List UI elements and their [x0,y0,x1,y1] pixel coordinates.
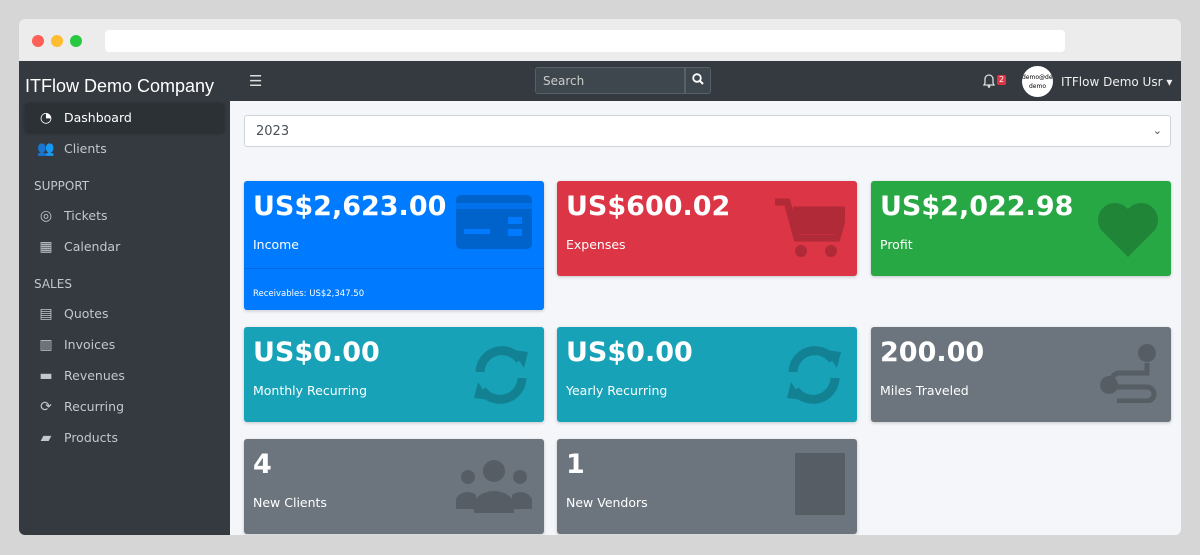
card-value: US$600.02 [566,191,731,222]
sidebar-item-label: Recurring [64,399,124,414]
dashboard-icon: ◔ [39,109,53,126]
sync-icon: ⟳ [40,398,52,415]
income-card[interactable]: US$2,623.00 Income Receivables: US$2,347… [244,181,544,310]
sidebar-item-calendar[interactable]: ▦ Calendar [25,232,224,261]
credit-card-icon [456,195,532,249]
file-icon: ▤ [39,305,53,322]
sidebar-header-support: SUPPORT [34,179,90,193]
main-content: 2023 ⌄ US$2,623.00 Income Receivables: US… [230,101,1181,535]
chevron-down-icon: ⌄ [1152,124,1162,137]
sidebar-item-label: Invoices [64,337,116,352]
card-value: 200.00 [880,337,985,368]
new-clients-card[interactable]: 4 New Clients [244,439,544,534]
menu-toggle-icon[interactable]: ☰ [249,72,263,90]
shopping-cart-icon [775,198,845,257]
monthly-recurring-card[interactable]: US$0.00 Monthly Recurring [244,327,544,422]
close-dot[interactable] [32,35,44,47]
bell-icon[interactable] [983,74,995,88]
minimize-dot[interactable] [51,35,63,47]
sidebar-item-products[interactable]: ▰ Products [25,423,224,452]
card-label: New Clients [253,495,327,510]
sidebar-item-clients[interactable]: 👥 Clients [25,134,224,163]
sidebar-item-label: Tickets [64,208,108,223]
sync-icon [474,346,528,404]
divider [244,268,544,269]
brand[interactable]: ITFlow Demo Company [25,76,215,96]
user-name: ITFlow Demo Usr [1061,75,1163,89]
receivables-text: Receivables: US$2,347.50 [253,289,365,299]
search-button[interactable] [685,67,711,94]
year-select-value: 2023 [256,124,290,139]
card-value: US$0.00 [566,337,693,368]
sidebar-item-label: Quotes [64,306,109,321]
card-label: Profit [880,237,913,252]
users-icon [456,460,532,513]
route-icon [1100,344,1157,403]
sidebar: ITFlow Demo Company ◔ Dashboard 👥 Clients … [19,61,230,535]
calendar-icon: ▦ [39,238,53,255]
expenses-card[interactable]: US$600.02 Expenses [557,181,857,276]
life-ring-icon: ◎ [39,207,53,224]
users-icon: 👥 [37,140,55,157]
notification-badge: 2 [997,75,1007,85]
credit-card-icon: ▬ [39,367,53,384]
box-icon: ▰ [40,429,52,446]
card-value: US$0.00 [253,337,380,368]
user-menu[interactable]: ITFlow Demo Usr ▾ [1061,75,1173,89]
browser-window: ITFlow Demo Company ◔ Dashboard 👥 Clients … [19,19,1181,535]
miles-traveled-card[interactable]: 200.00 Miles Traveled [871,327,1171,422]
top-navbar: ☰ Search 2 demo@demo demo ITFlow Demo Us… [230,61,1181,101]
sidebar-item-label: Calendar [64,239,121,254]
card-value: US$2,022.98 [880,191,1074,222]
sidebar-item-quotes[interactable]: ▤ Quotes [25,299,224,328]
sidebar-item-label: Products [64,430,118,445]
sidebar-item-recurring[interactable]: ⟳ Recurring [25,392,224,421]
sidebar-item-revenues[interactable]: ▬ Revenues [25,361,224,390]
new-vendors-card[interactable]: 1 New Vendors [557,439,857,534]
card-label: Yearly Recurring [566,383,668,398]
card-value: 4 [253,449,272,480]
sidebar-item-invoices[interactable]: ▥ Invoices [25,330,224,359]
sync-icon [787,346,841,404]
card-label: New Vendors [566,495,648,510]
card-label: Expenses [566,237,626,252]
year-select[interactable]: 2023 ⌄ [244,115,1171,147]
sidebar-item-dashboard[interactable]: ◔ Dashboard [25,103,224,132]
sidebar-header-sales: SALES [34,277,72,291]
search-icon [692,73,704,85]
maximize-dot[interactable] [70,35,82,47]
sidebar-item-label: Clients [64,141,107,156]
card-label: Monthly Recurring [253,383,368,398]
heart-icon [1097,202,1159,257]
address-bar[interactable] [105,30,1065,52]
sidebar-item-tickets[interactable]: ◎ Tickets [25,201,224,230]
yearly-recurring-card[interactable]: US$0.00 Yearly Recurring [557,327,857,422]
building-icon [795,453,845,515]
sidebar-item-label: Dashboard [64,110,132,125]
avatar[interactable]: demo@demo demo [1022,66,1053,97]
card-label: Miles Traveled [880,383,969,398]
sidebar-item-label: Revenues [64,368,125,383]
card-value: US$2,623.00 [253,191,447,222]
search-input[interactable]: Search [535,67,685,94]
card-value: 1 [566,449,585,480]
profit-card[interactable]: US$2,022.98 Profit [871,181,1171,276]
invoice-icon: ▥ [39,336,53,353]
card-label: Income [253,237,299,252]
